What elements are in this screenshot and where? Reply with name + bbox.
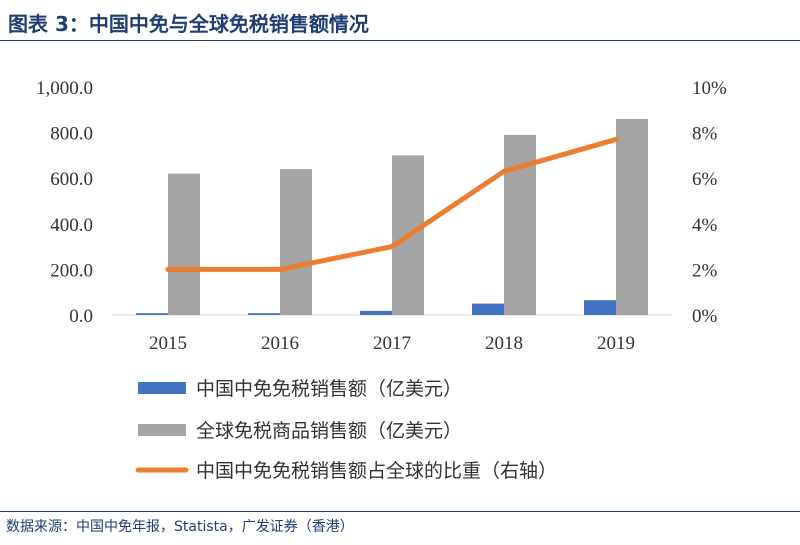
left-axis-tick-label: 1,000.0 [36, 78, 93, 99]
bar-series [136, 118, 648, 315]
left-axis-tick-label: 600.0 [50, 169, 93, 190]
x-axis-tick-label: 2019 [597, 333, 635, 354]
left-axis-tick-label: 0.0 [69, 306, 93, 327]
right-axis-tick-label: 2% [692, 260, 718, 281]
x-axis-tick-label: 2018 [485, 333, 523, 354]
x-axis-tick-label: 2017 [373, 333, 411, 354]
bar-global-sales [616, 118, 648, 315]
legend-swatch-global-sales [138, 424, 186, 436]
right-axis-tick-label: 4% [692, 215, 718, 236]
right-axis-tick-label: 0% [692, 306, 718, 327]
right-axis-tick-label: 10% [692, 78, 727, 99]
share-point [389, 244, 395, 250]
legend-swatch-cdf-sales [138, 382, 186, 394]
bar-cdf-sales [248, 313, 280, 315]
legend-label: 中国中免免税销售额（亿美元） [196, 378, 462, 400]
combo-chart: 0.0 200.0 400.0 600.0 800.0 1,000.0 0% 2% 4% 6% 8… [36, 78, 727, 482]
legend-label: 中国中免免税销售额占全球的比重（右轴） [196, 460, 557, 482]
legend-label: 全球免税商品销售额（亿美元） [196, 420, 462, 442]
left-axis-ticks: 0.0 200.0 400.0 600.0 800.0 1,000.0 [36, 78, 93, 327]
title-divider [0, 40, 800, 41]
x-axis-tick-label: 2016 [261, 333, 299, 354]
line-series [165, 136, 619, 272]
right-axis-ticks: 0% 2% 4% 6% 8% 10% [692, 78, 727, 327]
chart-title: 图表 3：中国中免与全球免税销售额情况 [8, 12, 369, 36]
right-axis-tick-label: 6% [692, 169, 718, 190]
left-axis-tick-label: 800.0 [50, 124, 93, 145]
left-axis-tick-label: 400.0 [50, 215, 93, 236]
share-point [613, 136, 619, 142]
source-note: 数据来源：中国中免年报，Statista，广发证券（香港） [6, 519, 354, 535]
source-divider [0, 511, 800, 512]
legend: 中国中免免税销售额（亿美元） 全球免税商品销售额（亿美元） 中国中免免税销售额占全球… [135, 378, 557, 482]
share-point [501, 168, 507, 174]
bar-cdf-sales [136, 313, 168, 315]
bar-global-sales [280, 169, 312, 315]
share-point [277, 266, 283, 272]
x-axis-labels: 2015 2016 2017 2018 2019 [149, 333, 635, 354]
x-axis-tick-label: 2015 [149, 333, 187, 354]
bar-cdf-sales [472, 303, 504, 315]
bar-global-sales [168, 173, 200, 315]
bar-cdf-sales [360, 310, 392, 315]
share-point [165, 266, 171, 272]
bar-cdf-sales [584, 300, 616, 315]
left-axis-tick-label: 200.0 [50, 260, 93, 281]
right-axis-tick-label: 8% [692, 124, 718, 145]
